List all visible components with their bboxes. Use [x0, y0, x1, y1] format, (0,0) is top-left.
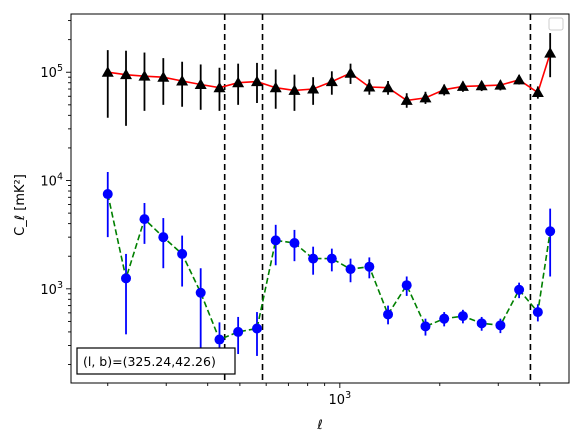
data-point [269, 81, 282, 93]
data-point [214, 334, 225, 345]
data-point [382, 81, 395, 93]
data-point [138, 70, 151, 81]
reference-lines [223, 14, 532, 383]
data-point [250, 75, 263, 87]
data-point [438, 83, 451, 95]
plot-frame [70, 13, 570, 384]
x-tick-label: 103 [329, 390, 352, 408]
data-point [514, 284, 525, 295]
series-layer [101, 33, 557, 365]
y-tick-label: 105 [40, 63, 63, 81]
data-point [195, 287, 206, 298]
data-point [495, 320, 506, 331]
data-point [102, 189, 113, 200]
data-point [194, 78, 207, 90]
data-point [120, 68, 133, 80]
x-axis-label: ℓ [316, 418, 322, 433]
data-point [176, 75, 189, 86]
y-tick-label: 104 [40, 172, 63, 190]
data-point [475, 79, 488, 91]
data-point [439, 313, 450, 324]
data-point [251, 323, 262, 334]
annotation-text: (l, b)=(325.24,42.26) [83, 354, 216, 369]
data-point [308, 253, 319, 264]
x-axis-ticks: 103 [107, 383, 541, 408]
data-point [233, 326, 244, 337]
y-axis-label: C_ℓ [mK²] [13, 174, 28, 236]
data-point [363, 81, 376, 92]
legend-box [548, 17, 564, 31]
series-2 [102, 171, 556, 365]
data-point [400, 94, 413, 105]
data-point [158, 232, 169, 243]
data-point [121, 273, 132, 284]
data-point [270, 235, 281, 246]
data-point [139, 214, 150, 225]
data-point [494, 79, 507, 90]
data-point [232, 76, 245, 88]
data-point [545, 226, 556, 237]
data-point [544, 47, 557, 58]
data-point [383, 309, 394, 320]
data-point [289, 237, 300, 248]
data-point [288, 84, 301, 95]
data-point [213, 81, 226, 93]
data-point [401, 280, 412, 291]
data-point [364, 261, 375, 272]
data-point [476, 318, 487, 329]
y-axis-ticks: 103 104 105 [40, 20, 71, 365]
data-point [419, 91, 432, 103]
data-point [532, 307, 543, 318]
data-point [307, 83, 320, 94]
annotation-box: (l, b)=(325.24,42.26) [76, 347, 236, 375]
data-point [344, 67, 357, 78]
data-point [177, 248, 188, 259]
data-point [457, 311, 468, 322]
data-point [326, 253, 337, 264]
data-point [101, 66, 114, 77]
series-1 [101, 33, 557, 126]
y-tick-label: 103 [40, 280, 63, 298]
plot-area [71, 14, 569, 383]
data-point [157, 71, 170, 82]
data-point [513, 73, 526, 85]
data-point [325, 75, 338, 87]
data-point [345, 264, 356, 275]
data-point [456, 80, 469, 91]
data-point [531, 86, 544, 98]
data-point [420, 321, 431, 332]
